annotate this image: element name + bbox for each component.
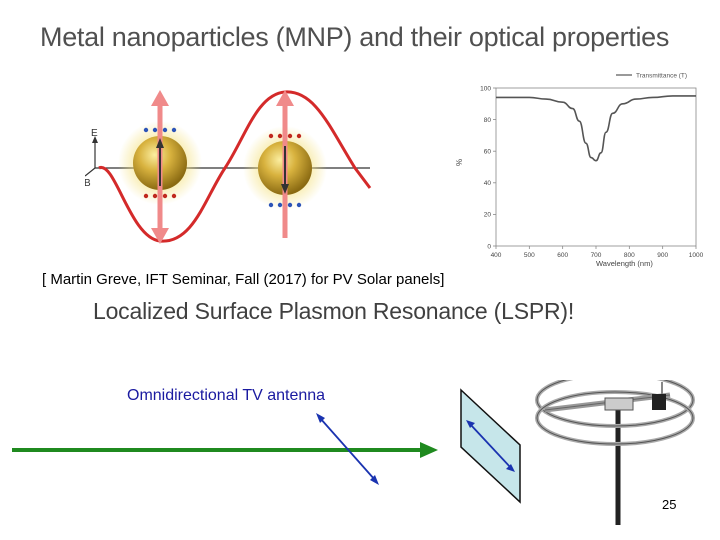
e-axis-label: E: [91, 128, 98, 139]
omnidirectional-antenna-icon: [535, 380, 695, 525]
em-wave: [98, 90, 372, 243]
antenna-diagram: [12, 380, 695, 525]
negative-charges: [268, 202, 302, 208]
panel-arrowhead-bottom: [506, 464, 515, 472]
dipole-antenna-arrow: [319, 417, 376, 481]
transmittance-line: [495, 95, 696, 162]
lspr-heading: Localized Surface Plasmon Resonance (LSP…: [93, 298, 575, 324]
dipole-arrowhead: [156, 138, 164, 148]
antenna-label: Omnidirectional TV antenna: [127, 387, 326, 404]
dipole-arrowhead: [281, 184, 289, 194]
y-tick-label: 20: [484, 212, 492, 219]
x-tick-label: 700: [591, 252, 602, 259]
e-axis-arrowhead: [92, 136, 98, 143]
y-tick-label: 100: [480, 85, 491, 92]
slide-title: Metal nanoparticles (MNP) and their opti…: [40, 22, 670, 52]
nanoparticle-diagram: E B: [85, 90, 372, 244]
transmittance-chart: 400 500 600 700 800 900 1000 0 20 40 60 80 100 Trans…: [448, 62, 710, 272]
b-axis-label: B: [85, 178, 91, 189]
pink-arrowhead-up: [151, 90, 169, 106]
green-ray-arrowhead: [420, 442, 438, 458]
legend-entry: Transmittance (T): [636, 73, 687, 80]
y-tick-label: 60: [484, 149, 492, 156]
y-axis-label: %: [455, 159, 464, 166]
x-tick-label: 400: [491, 252, 502, 259]
y-tick-label: 80: [484, 117, 492, 124]
dipole-arrowhead-top: [316, 413, 325, 423]
x-tick-label: 800: [624, 252, 635, 259]
x-tick-label: 500: [524, 252, 535, 259]
x-tick-label: 900: [657, 252, 668, 259]
positive-charges: [268, 133, 302, 139]
b-field-axis: [85, 167, 96, 177]
panel-arrow: [469, 423, 512, 469]
citation-text: [ Martin Greve, IFT Seminar, Fall (2017)…: [42, 271, 445, 288]
page-number: 25: [662, 497, 677, 512]
x-tick-label: 1000: [689, 252, 704, 259]
pink-arrowhead-up: [276, 90, 294, 106]
y-tick-label: 40: [484, 180, 492, 187]
y-tick-label: 0: [487, 243, 491, 250]
panel-arrowhead-top: [466, 420, 475, 428]
dipole-arrowhead-bottom: [370, 475, 379, 485]
positive-charges: [143, 193, 177, 199]
negative-charges: [143, 127, 177, 133]
x-axis-label: Wavelength (nm): [596, 259, 653, 268]
pink-arrowhead-down: [151, 228, 169, 244]
x-tick-label: 600: [557, 252, 568, 259]
